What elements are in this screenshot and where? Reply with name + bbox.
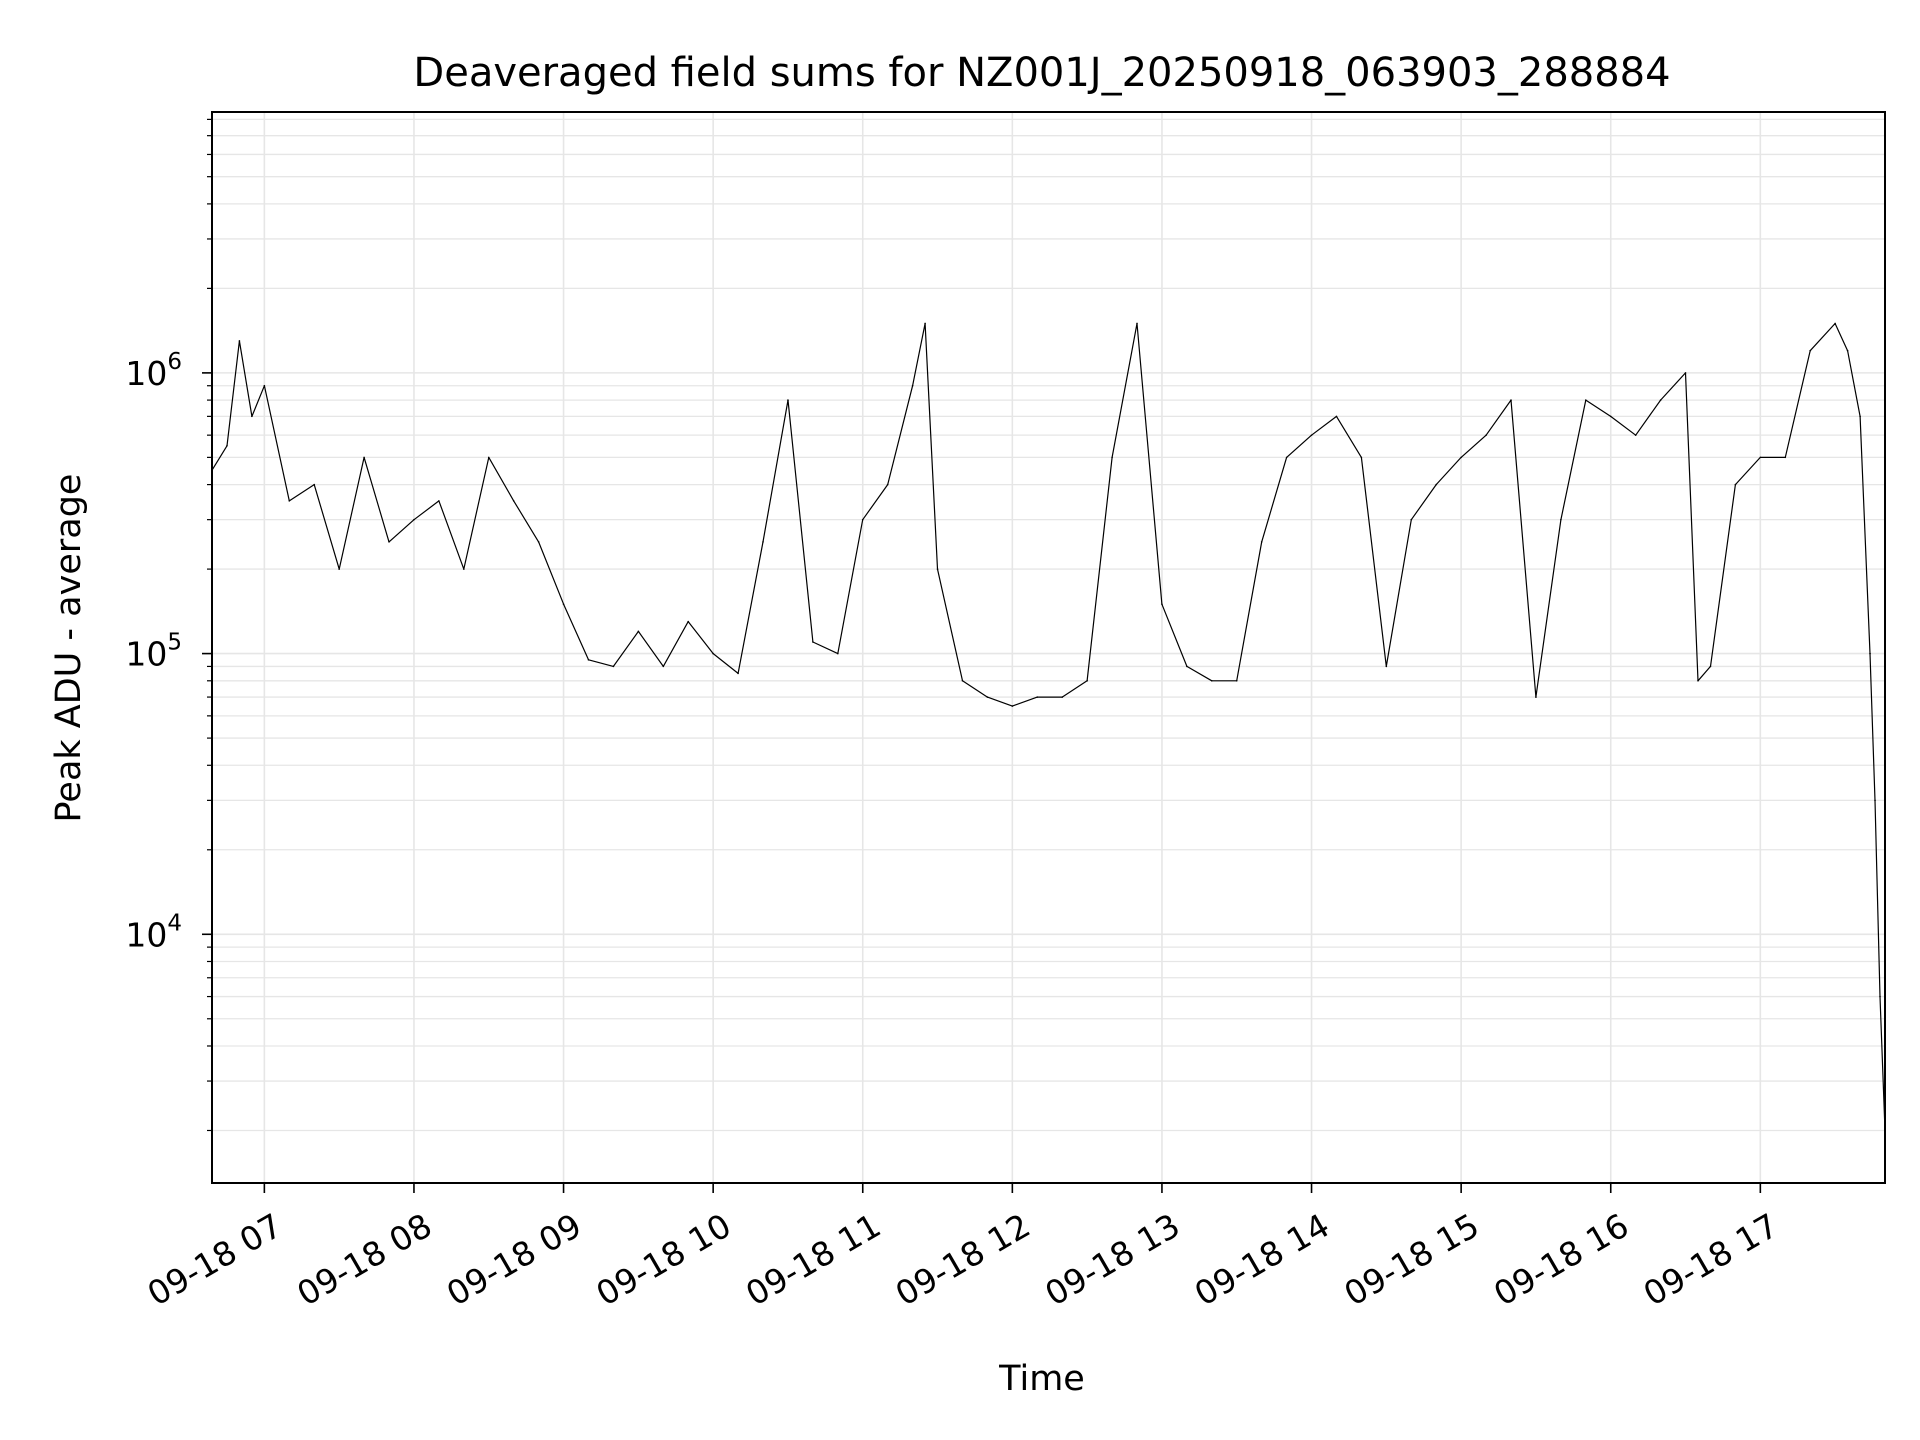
data-point	[413, 518, 415, 521]
data-point	[1011, 705, 1014, 707]
data-point	[1136, 322, 1138, 325]
data-point	[1260, 541, 1263, 543]
data-point	[911, 384, 914, 387]
data-point	[1460, 456, 1462, 459]
data-point	[487, 456, 490, 459]
data-point	[562, 603, 565, 605]
data-point	[1634, 434, 1637, 436]
series-line	[211, 322, 1886, 1131]
data-point	[313, 483, 316, 486]
data-point	[886, 483, 889, 486]
data-point	[737, 672, 739, 675]
data-point	[537, 541, 540, 543]
data-point	[612, 665, 615, 668]
data-point	[1759, 456, 1762, 459]
x-tick-label: 09-18 08	[290, 1206, 438, 1314]
data-point	[1211, 679, 1213, 682]
data-point	[1684, 372, 1687, 374]
data-point	[812, 641, 814, 643]
data-point	[263, 384, 266, 387]
data-point	[986, 696, 989, 698]
axes-frame	[211, 111, 1886, 1184]
data-point	[1659, 399, 1662, 401]
series-group	[211, 322, 1886, 1132]
x-tick-label: 09-18 14	[1188, 1206, 1336, 1314]
x-axis-ticks: 09-18 07 09-18 08 09-18 09 09-18 10 09-18 11…	[141, 1183, 1785, 1314]
data-point	[1235, 679, 1238, 682]
data-point	[1874, 799, 1876, 802]
data-point	[1609, 415, 1612, 418]
data-point	[712, 652, 714, 655]
x-axis-label: Time	[998, 1359, 1085, 1399]
data-point	[762, 541, 764, 543]
y-tick-label: 106	[125, 349, 182, 393]
x-tick-label: 09-18 17	[1637, 1206, 1785, 1314]
data-point	[662, 665, 665, 668]
data-point	[1435, 483, 1438, 486]
data-point	[1360, 456, 1363, 459]
chart-title: Deaveraged field sums for NZ001J_2025091…	[413, 50, 1670, 96]
data-point	[1161, 603, 1163, 605]
data-point	[1846, 349, 1849, 352]
data-point	[861, 518, 864, 521]
data-point	[238, 340, 241, 342]
data-point	[1869, 652, 1871, 655]
x-tick-label: 09-18 11	[739, 1206, 887, 1314]
data-point	[837, 652, 839, 655]
x-tick-label: 09-18 12	[889, 1206, 1037, 1314]
x-tick-label: 09-18 16	[1487, 1206, 1635, 1314]
y-tick-label: 105	[125, 630, 182, 674]
y-axis-ticks: 104 105 106	[125, 118, 212, 1132]
data-point	[1061, 696, 1064, 698]
data-point	[1834, 322, 1836, 325]
plot-frame	[211, 111, 1886, 1184]
data-point	[388, 541, 390, 543]
data-point	[787, 399, 789, 401]
grid	[212, 112, 1885, 1183]
data-point	[1879, 995, 1881, 998]
y-axis-label: Peak ADU - average	[49, 474, 89, 823]
data-point	[1335, 415, 1338, 418]
data-point	[1734, 483, 1737, 486]
y-tick-label: 104	[125, 910, 182, 954]
data-point	[1485, 434, 1487, 436]
data-point	[338, 568, 340, 570]
data-point	[1535, 696, 1537, 698]
x-tick-label: 09-18 15	[1338, 1206, 1486, 1314]
data-point	[1186, 665, 1188, 668]
x-tick-label: 09-18 13	[1038, 1206, 1186, 1314]
data-point	[1709, 665, 1712, 668]
data-point	[637, 630, 640, 633]
data-point	[288, 500, 291, 502]
data-point	[1510, 399, 1512, 401]
data-point	[251, 415, 253, 418]
data-point	[1036, 696, 1039, 698]
x-tick-label: 09-18 07	[141, 1206, 289, 1314]
data-point	[226, 444, 228, 447]
data-point	[463, 568, 465, 570]
x-tick-label: 09-18 10	[590, 1206, 738, 1314]
x-tick-label: 09-18 09	[440, 1206, 588, 1314]
data-point	[961, 679, 964, 682]
data-point	[687, 620, 690, 623]
data-point	[1585, 399, 1587, 401]
data-point	[587, 659, 590, 661]
data-point	[512, 500, 515, 502]
data-point	[1809, 349, 1812, 352]
data-point	[438, 500, 440, 502]
data-point	[1560, 518, 1562, 521]
data-point	[1086, 679, 1088, 682]
data-point	[1285, 456, 1288, 459]
data-point	[1111, 456, 1113, 459]
data-point	[1310, 434, 1313, 436]
data-point	[1784, 456, 1787, 459]
data-point	[936, 568, 939, 570]
data-point	[363, 456, 365, 459]
data-point	[1410, 518, 1413, 521]
data-point	[1697, 679, 1699, 682]
data-point	[1385, 665, 1388, 668]
data-point	[924, 322, 926, 325]
data-point	[1859, 415, 1861, 418]
